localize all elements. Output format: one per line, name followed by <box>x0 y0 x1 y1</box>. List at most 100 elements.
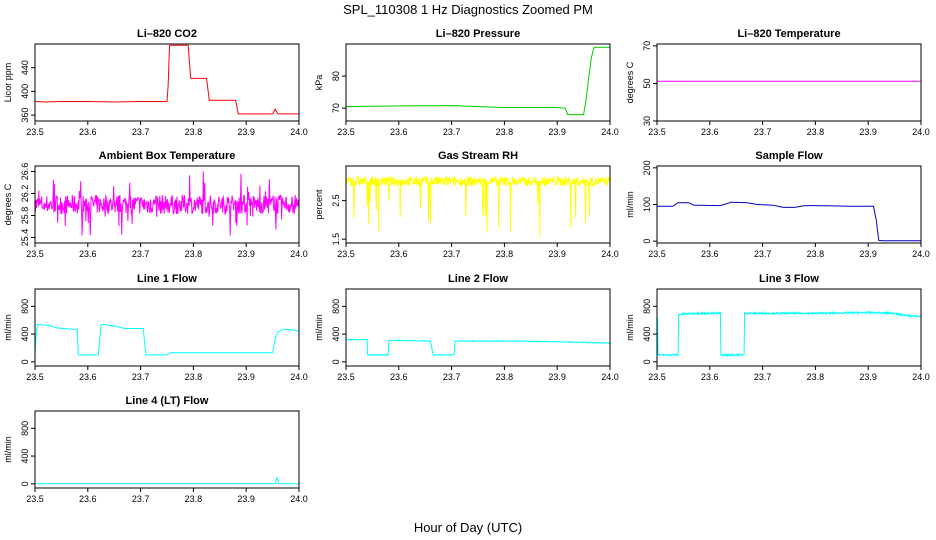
plot-frame <box>34 288 300 367</box>
figure-title: SPL_110308 1 Hz Diagnostics Zoomed PM <box>343 2 593 17</box>
y-tick-label: 0 <box>20 481 30 486</box>
y-tick-label: 0 <box>20 359 30 364</box>
x-tick-label: 23.5 <box>26 494 44 504</box>
x-tick-label: 23.5 <box>337 372 355 382</box>
y-axis: 0 400 800 <box>642 299 657 364</box>
series-line <box>345 175 611 237</box>
x-tick-label: 23.7 <box>443 372 461 382</box>
series-line <box>34 171 300 236</box>
x-tick-label: 23.5 <box>337 249 355 259</box>
x-tick-label: 23.7 <box>443 127 461 137</box>
y-tick-label: 30 <box>642 116 652 126</box>
series-line <box>35 475 299 485</box>
panel-title: Gas Stream RH <box>438 150 518 162</box>
x-tick-label: 23.7 <box>754 372 772 382</box>
x-axis: 23.5 23.6 23.7 23.8 23.9 24.0 <box>26 243 308 259</box>
series-line <box>345 338 611 357</box>
x-axis: 23.5 23.6 23.7 23.8 23.9 24.0 <box>337 243 619 259</box>
x-tick-label: 24.0 <box>912 249 930 259</box>
x-tick-label: 23.6 <box>701 249 719 259</box>
x-tick-label: 24.0 <box>912 127 930 137</box>
x-tick-label: 23.6 <box>79 127 97 137</box>
x-tick-label: 23.6 <box>79 249 97 259</box>
panel-title: Li–820 CO2 <box>137 28 197 40</box>
y-tick-label: 25.4 <box>20 229 30 247</box>
x-tick-label: 23.8 <box>185 372 203 382</box>
series-line <box>34 323 300 356</box>
panel-title: Li–820 Pressure <box>436 28 520 40</box>
plot-frame <box>345 43 611 122</box>
y-axis-label: degrees C <box>3 183 13 225</box>
x-tick-label: 23.7 <box>132 249 150 259</box>
x-tick-label: 23.5 <box>648 127 666 137</box>
y-tick-label: 800 <box>642 299 652 314</box>
x-tick-label: 23.8 <box>496 372 514 382</box>
panel-title: Line 4 (LT) Flow <box>126 395 209 407</box>
x-tick-label: 24.0 <box>601 249 619 259</box>
x-tick-label: 23.7 <box>132 494 150 504</box>
y-tick-label: 25.8 <box>20 207 30 225</box>
x-tick-label: 23.7 <box>132 372 150 382</box>
series-line <box>35 44 299 115</box>
y-axis-label: Licor ppm <box>3 63 13 103</box>
y-tick-label: 440 <box>20 60 30 75</box>
series-line <box>346 46 610 116</box>
x-tick-label: 23.9 <box>859 249 877 259</box>
x-tick-label: 24.0 <box>601 372 619 382</box>
plot-frame <box>34 165 300 244</box>
x-tick-label: 23.8 <box>807 249 825 259</box>
y-axis: 360 400 440 <box>20 60 35 123</box>
y-tick-label: 400 <box>20 84 30 99</box>
x-tick-label: 23.9 <box>548 127 566 137</box>
y-tick-label: 80 <box>331 71 341 81</box>
y-axis-label: kPa <box>314 75 324 91</box>
y-axis-label: percent <box>314 189 324 220</box>
x-tick-label: 24.0 <box>290 494 308 504</box>
x-tick-label: 23.8 <box>185 249 203 259</box>
x-tick-label: 23.5 <box>26 372 44 382</box>
panel-5: Gas Stream RH 23.5 23.6 23.7 23.8 23.9 24.0 1.5… <box>314 150 619 259</box>
x-tick-label: 23.6 <box>701 372 719 382</box>
panel-grid: Li–820 CO2 23.5 23.6 23.7 23.8 23.9 24.0 360 400… <box>3 28 930 504</box>
x-tick-label: 23.9 <box>237 494 255 504</box>
x-tick-label: 23.6 <box>390 372 408 382</box>
plot-frame <box>345 165 611 244</box>
y-axis: 0 400 800 <box>20 421 35 486</box>
y-tick-label: 400 <box>20 327 30 342</box>
y-tick-label: 100 <box>642 197 652 212</box>
x-tick-label: 23.6 <box>390 127 408 137</box>
x-tick-label: 23.9 <box>237 249 255 259</box>
panel-1: Li–820 CO2 23.5 23.6 23.7 23.8 23.9 24.0 360 400… <box>3 28 308 137</box>
panel-title: Line 3 Flow <box>759 273 819 285</box>
y-tick-label: 800 <box>20 299 30 314</box>
x-axis: 23.5 23.6 23.7 23.8 23.9 24.0 <box>337 366 619 382</box>
panel-title: Line 1 Flow <box>137 273 197 285</box>
panel-7: Line 1 Flow 23.5 23.6 23.7 23.8 23.9 24.0 0 400 8… <box>3 273 308 382</box>
x-tick-label: 23.8 <box>807 372 825 382</box>
y-axis: 1.5 2.5 <box>331 194 346 245</box>
x-tick-label: 23.5 <box>648 372 666 382</box>
x-tick-label: 23.6 <box>79 494 97 504</box>
x-tick-label: 23.7 <box>132 127 150 137</box>
x-tick-label: 23.8 <box>496 249 514 259</box>
panel-title: Ambient Box Temperature <box>99 150 236 162</box>
x-axis: 23.5 23.6 23.7 23.8 23.9 24.0 <box>26 366 308 382</box>
y-tick-label: 26.6 <box>20 163 30 181</box>
series-line <box>657 201 921 242</box>
y-axis-label: ml/min <box>625 314 635 341</box>
x-tick-label: 23.9 <box>859 127 877 137</box>
y-tick-label: 0 <box>642 239 652 244</box>
y-tick-label: 800 <box>331 299 341 314</box>
x-tick-label: 23.5 <box>648 249 666 259</box>
x-axis: 23.5 23.6 23.7 23.8 23.9 24.0 <box>648 243 930 259</box>
y-axis: 30 50 70 <box>642 41 657 126</box>
x-tick-label: 23.6 <box>79 372 97 382</box>
x-tick-label: 24.0 <box>290 372 308 382</box>
x-axis: 23.5 23.6 23.7 23.8 23.9 24.0 <box>648 366 930 382</box>
x-tick-label: 23.8 <box>185 127 203 137</box>
panel-title: Sample Flow <box>755 150 823 162</box>
plot-frame <box>34 43 300 122</box>
x-axis: 23.5 23.6 23.7 23.8 23.9 24.0 <box>648 121 930 137</box>
x-tick-label: 23.7 <box>754 127 772 137</box>
